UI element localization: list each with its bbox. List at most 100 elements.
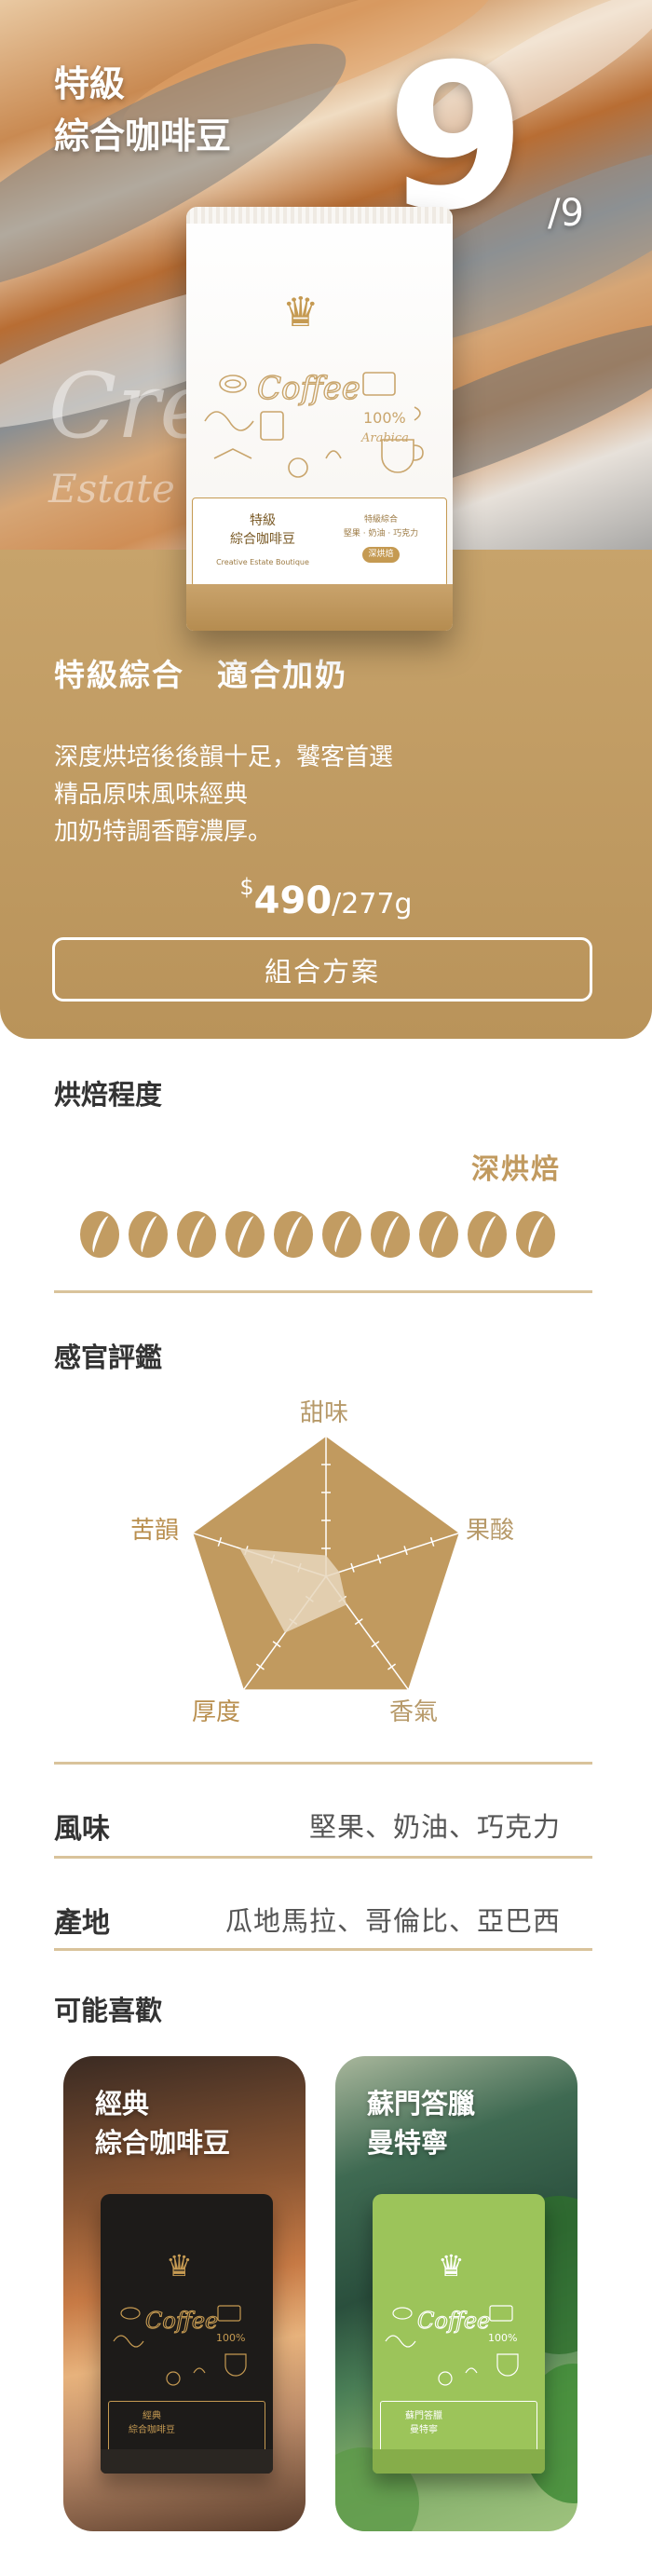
card-title-line: 經典: [95, 2088, 150, 2119]
crown-logo-icon: ♛: [438, 2248, 465, 2283]
bag-label-line: 堅果 · 奶油 · 巧克力: [343, 529, 419, 538]
desc-line: 精品原味風味經典: [54, 781, 249, 809]
coffee-bean-icon: [80, 1211, 119, 1258]
slide-index: 9: [387, 20, 526, 254]
mini-bag-line: 蘇門答臘: [405, 2411, 442, 2421]
coffee-bean-icon: [225, 1211, 265, 1258]
price-value: 490: [253, 879, 333, 922]
coffee-bean-icon: [516, 1211, 555, 1258]
hero-title-line1: 特級: [54, 62, 126, 104]
divider: [54, 1762, 592, 1765]
card-title: 經典 綜合咖啡豆: [95, 2084, 230, 2162]
mini-bag-bottom: [101, 2449, 273, 2474]
bag-label-line: 綜合咖啡豆: [230, 532, 295, 547]
price: $490/277g: [0, 874, 652, 922]
hero-title-line2: 綜合咖啡豆: [54, 115, 232, 157]
axis-label-body: 厚度: [192, 1698, 241, 1726]
bag-doodle-arabica: Arabica: [360, 431, 409, 445]
radar-axis-tick: [217, 1536, 223, 1547]
radar-axis-tick: [429, 1536, 435, 1547]
divider: [54, 1856, 592, 1859]
mini-bag-line: 經典: [143, 2411, 161, 2421]
bag-label: 特級 綜合咖啡豆 Creative Estate Boutique 特級綜合 堅…: [192, 497, 447, 587]
desc-line: 深度烘培後後韻十足，饕客首選: [54, 743, 394, 771]
bag-label-line: 特級: [250, 513, 276, 528]
roast-bean-meter: [80, 1211, 555, 1260]
radar-axis-tick: [376, 1554, 382, 1564]
divider: [54, 1290, 592, 1293]
combo-plan-button[interactable]: 組合方案: [52, 937, 592, 1002]
hero-ghost-word: Cre: [48, 354, 213, 458]
divider: [54, 1948, 592, 1951]
radar-axis-tick: [350, 1562, 355, 1573]
radar-axis-tick: [354, 1617, 363, 1626]
price-currency: $: [239, 874, 254, 900]
bag-label-name: 特級 綜合咖啡豆: [211, 511, 314, 549]
origin-label: 產地: [54, 1907, 110, 1940]
mini-bag-name: 經典 綜合咖啡豆: [122, 2409, 182, 2437]
slide-total: /9: [548, 192, 584, 235]
bag-label-line: 特級綜合: [363, 515, 398, 525]
price-unit: /277g: [332, 888, 413, 920]
sensory-heading: 感官評鑑: [54, 1342, 163, 1373]
axis-label-aroma: 香氣: [389, 1698, 439, 1726]
flavor-label: 風味: [54, 1813, 110, 1846]
axis-label-sweet: 甜味: [300, 1399, 349, 1427]
bag-doodle-badge: 100%: [216, 2332, 245, 2344]
radar-axis-line: [325, 1532, 459, 1577]
coffee-bean-icon: [177, 1211, 216, 1258]
card-title: 蘇門答臘 曼特寧: [367, 2084, 475, 2162]
coffee-bean-icon: [419, 1211, 458, 1258]
mini-bag-line: 綜合咖啡豆: [129, 2425, 175, 2435]
recommend-card-mandheling[interactable]: 蘇門答臘 曼特寧 ♛ Coffee 100% 蘇門答臘 曼特寧: [335, 2056, 577, 2531]
mini-bag-image: ♛ Coffee 100% 蘇門答臘 曼特寧: [373, 2194, 545, 2474]
bag-bottom: [186, 584, 453, 631]
card-title-line: 蘇門答臘: [367, 2088, 476, 2119]
bag-doodle-badge: 100%: [488, 2332, 517, 2344]
hero-title: 特級 綜合咖啡豆: [54, 58, 231, 162]
sensory-radar-chart: [193, 1437, 459, 1690]
coffee-bean-icon: [322, 1211, 361, 1258]
flavor-value: 堅果、奶油、巧克力: [308, 1811, 561, 1843]
product-bag-image: ♛ Coffee 100% Arabica 特級 綜合咖啡豆 Creative …: [186, 207, 453, 631]
bag-seal: [186, 207, 453, 224]
bag-doodle-badge: 100%: [363, 409, 406, 427]
crown-logo-icon: ♛: [166, 2248, 193, 2283]
radar-axis-tick: [403, 1546, 408, 1556]
roast-heading: 烘焙程度: [54, 1079, 163, 1111]
coffee-doodle-illustration: Coffee 100%: [113, 2305, 247, 2386]
radar-axis-tick: [371, 1641, 380, 1648]
mini-bag-image: ♛ Coffee 100% 經典 綜合咖啡豆: [101, 2194, 273, 2474]
product-info-panel: 特級綜合 適合加奶 深度烘培後後韻十足，饕客首選 精品原味風味經典 加奶特調香醇…: [0, 550, 652, 1039]
card-title-line: 綜合咖啡豆: [95, 2127, 231, 2159]
axis-label-bitterness: 苦韻: [130, 1517, 180, 1545]
crown-logo-icon: ♛: [282, 289, 319, 336]
product-headline: 特級綜合 適合加奶: [54, 657, 347, 693]
axis-label-acidity: 果酸: [466, 1517, 515, 1545]
bag-doodle-word: Coffee: [257, 370, 360, 407]
mini-bag-name: 蘇門答臘 曼特寧: [394, 2409, 454, 2437]
coffee-bean-icon: [371, 1211, 410, 1258]
coffee-doodle-illustration: Coffee 100% Arabica: [204, 369, 424, 478]
radar-axis-tick: [255, 1663, 265, 1670]
card-title-line: 曼特寧: [367, 2127, 449, 2159]
recommend-card-classic-blend[interactable]: 經典 綜合咖啡豆 ♛ Coffee 100% 經典 綜合咖啡豆: [63, 2056, 306, 2531]
coffee-bean-icon: [274, 1211, 313, 1258]
bag-label-right: 特級綜合 堅果 · 奶油 · 巧克力 深烘焙: [329, 513, 433, 563]
coffee-bean-icon: [468, 1211, 507, 1258]
coffee-doodle-illustration: Coffee 100%: [385, 2305, 519, 2386]
radar-axis-tick: [272, 1641, 281, 1648]
bag-label-english: Creative Estate Boutique: [216, 558, 309, 566]
mini-bag-bottom: [373, 2449, 545, 2474]
product-description: 深度烘培後後韻十足，饕客首選 精品原味風味經典 加奶特調香醇濃厚。: [54, 739, 520, 851]
bag-doodle-word: Coffee: [417, 2308, 490, 2334]
radar-axis-tick: [387, 1663, 397, 1670]
coffee-bean-icon: [129, 1211, 168, 1258]
roast-level-label: 深烘焙: [471, 1153, 561, 1186]
recommend-heading: 可能喜歡: [54, 1995, 163, 2026]
bag-doodle-word: Coffee: [145, 2308, 218, 2334]
bag-label-badge: 深烘焙: [362, 547, 400, 563]
origin-value: 瓜地馬拉、哥倫比、亞巴西: [224, 1905, 561, 1937]
desc-line: 加奶特調香醇濃厚。: [54, 818, 273, 846]
radar-value-polygon: [239, 1547, 347, 1633]
